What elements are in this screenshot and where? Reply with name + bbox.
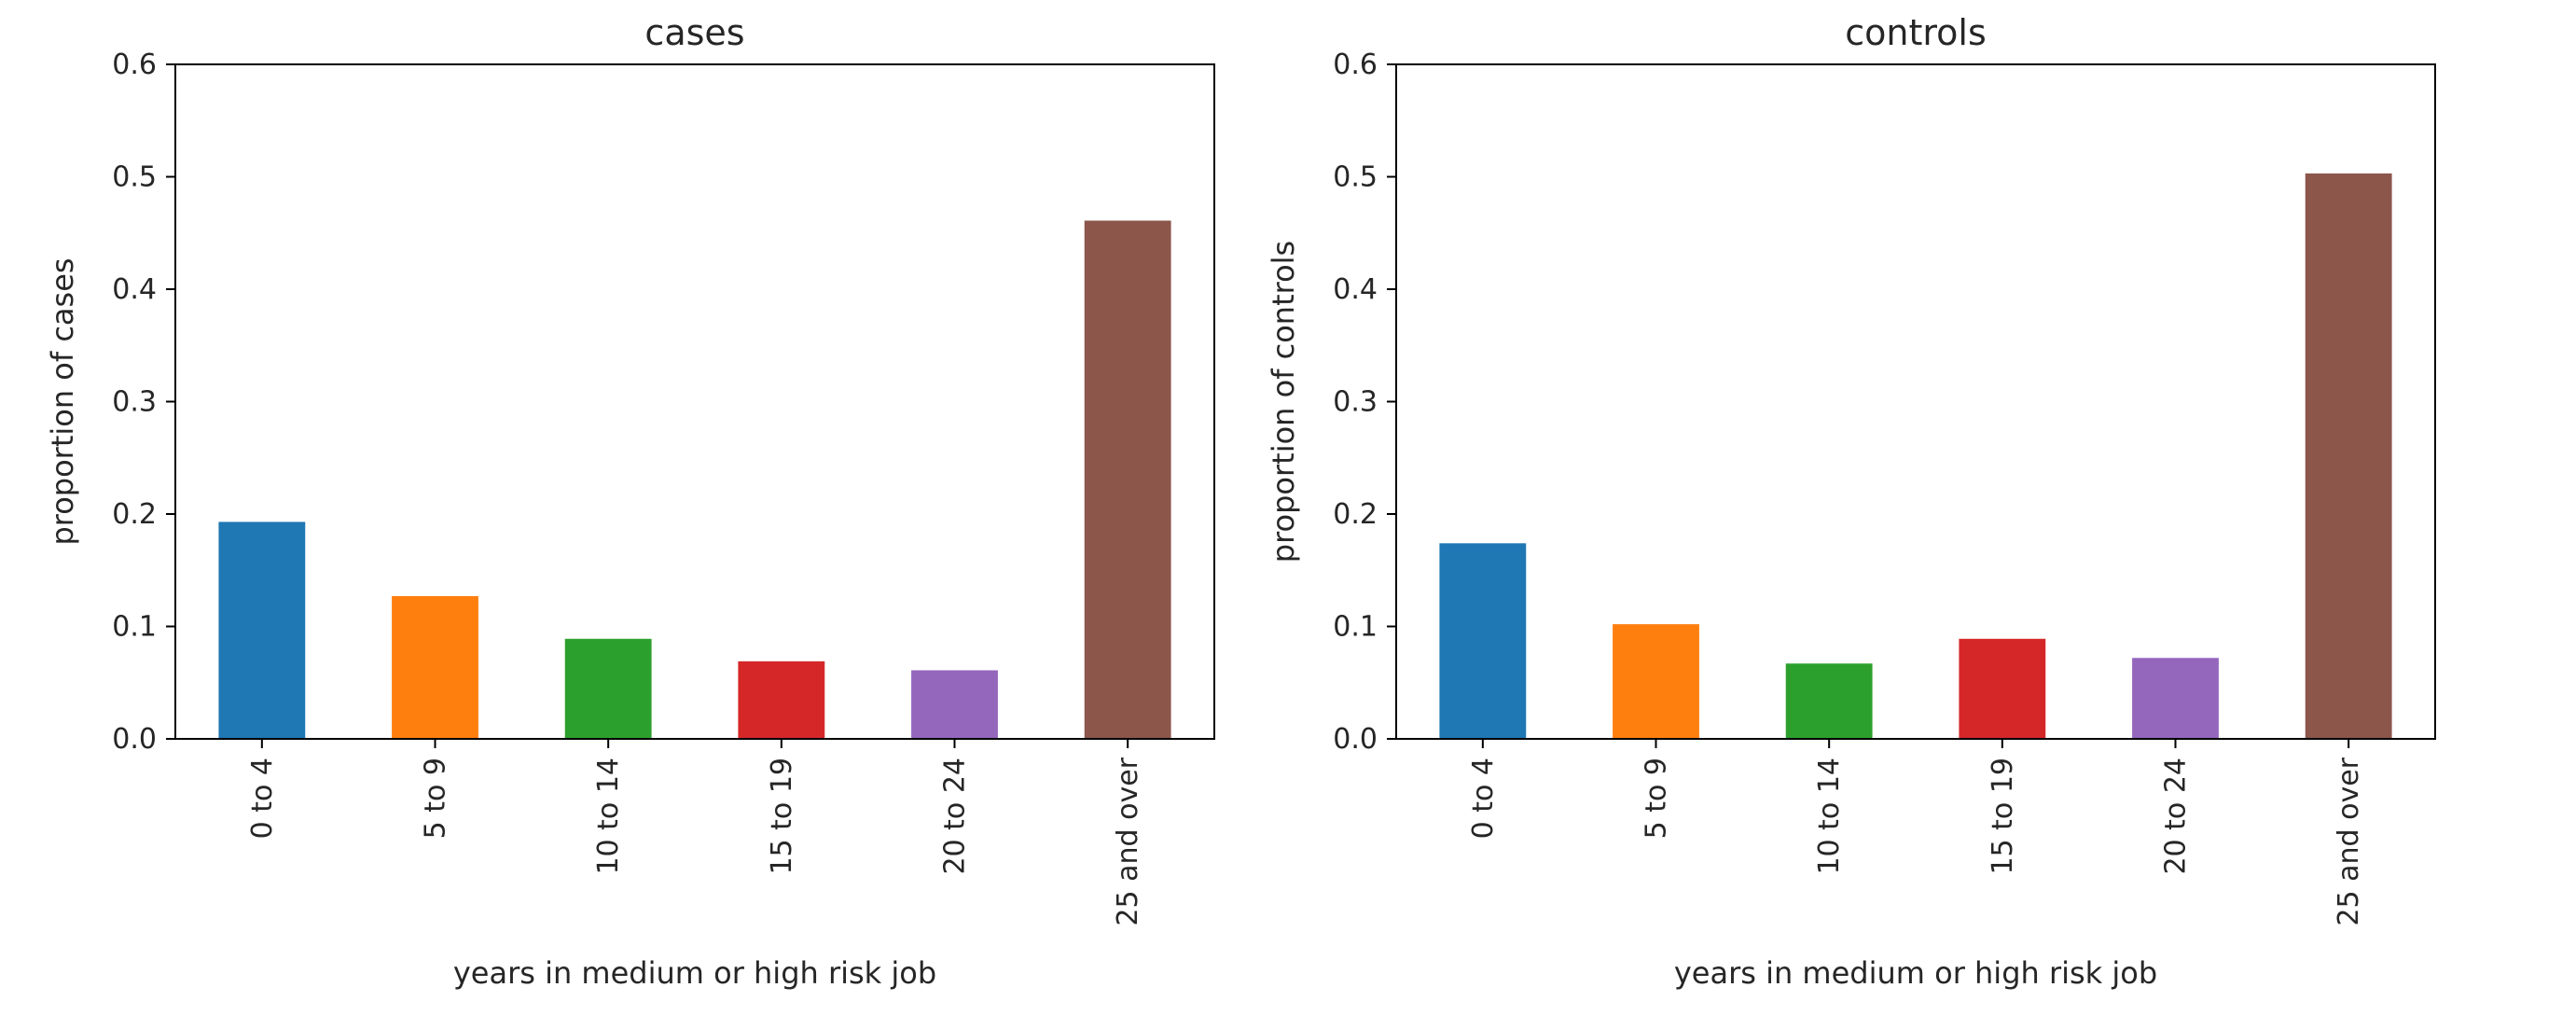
chart-1-ytick-label-5: 0.5 [1333,161,1378,194]
chart-0-ytick-label-1: 0.1 [112,611,157,644]
chart-1-bar-0 [1439,543,1527,739]
chart-0-xtick-label-5: 25 and over [1112,757,1144,925]
chart-1-ytick-label-3: 0.3 [1333,386,1378,419]
chart-0-ytick-label-5: 0.5 [112,161,157,194]
chart-1-xtick-label-4: 20 to 24 [2160,758,2193,875]
chart-0-xtick-label-4: 20 to 24 [939,758,972,875]
chart-1-xtick-label-1: 5 to 9 [1641,758,1673,839]
chart-0-xlabel: years in medium or high risk job [453,955,936,991]
chart-0-bar-5 [1084,220,1171,739]
chart-1-ytick-label-6: 0.6 [1333,49,1378,81]
chart-0-ytick-label-6: 0.6 [112,49,157,81]
chart-1-bar-4 [2132,658,2219,739]
chart-1-bar-5 [2305,173,2392,739]
chart-0-bar-3 [738,661,825,739]
chart-1-ylabel: proportion of controls [1266,241,1301,563]
chart-0-axes-frame [174,63,1215,740]
chart-0-xtick-label-3: 15 to 19 [766,758,798,875]
chart-0-ytick-label-0: 0.0 [112,723,157,756]
chart-1-ytick-label-1: 0.1 [1333,611,1378,644]
chart-0-bar-2 [564,638,652,739]
chart-1-xtick-label-3: 15 to 19 [1987,758,2019,875]
chart-0-xtick-label-1: 5 to 9 [420,758,452,839]
chart-1-bar-3 [1959,638,2046,739]
chart-1-xtick-label-2: 10 to 14 [1813,758,1846,875]
chart-0-title: cases [644,12,744,53]
chart-0-ylabel: proportion of cases [45,257,80,545]
chart-1-title: controls [1845,12,1987,53]
chart-1-xtick-label-0: 0 to 4 [1467,758,1500,839]
chart-0-xtick-label-2: 10 to 14 [592,758,625,875]
chart-0-ytick-label-4: 0.4 [112,273,157,306]
chart-1-bar-1 [1613,624,1699,739]
chart-0-bar-1 [392,595,478,739]
chart-1-xtick-label-5: 25 and over [2333,757,2365,925]
chart-1-ytick-label-4: 0.4 [1333,273,1378,306]
chart-0-ytick-label-2: 0.2 [112,498,157,531]
chart-1-bar-2 [1785,663,1873,739]
chart-0-ytick-label-3: 0.3 [112,386,157,419]
chart-1-ytick-label-0: 0.0 [1333,723,1378,756]
chart-0-bar-0 [218,521,306,739]
chart-0-xtick-label-0: 0 to 4 [246,758,279,839]
chart-0-bar-4 [911,670,998,739]
chart-1-xlabel: years in medium or high risk job [1674,955,2157,991]
chart-1-axes-frame [1395,63,2436,740]
chart-1-ytick-label-2: 0.2 [1333,498,1378,531]
